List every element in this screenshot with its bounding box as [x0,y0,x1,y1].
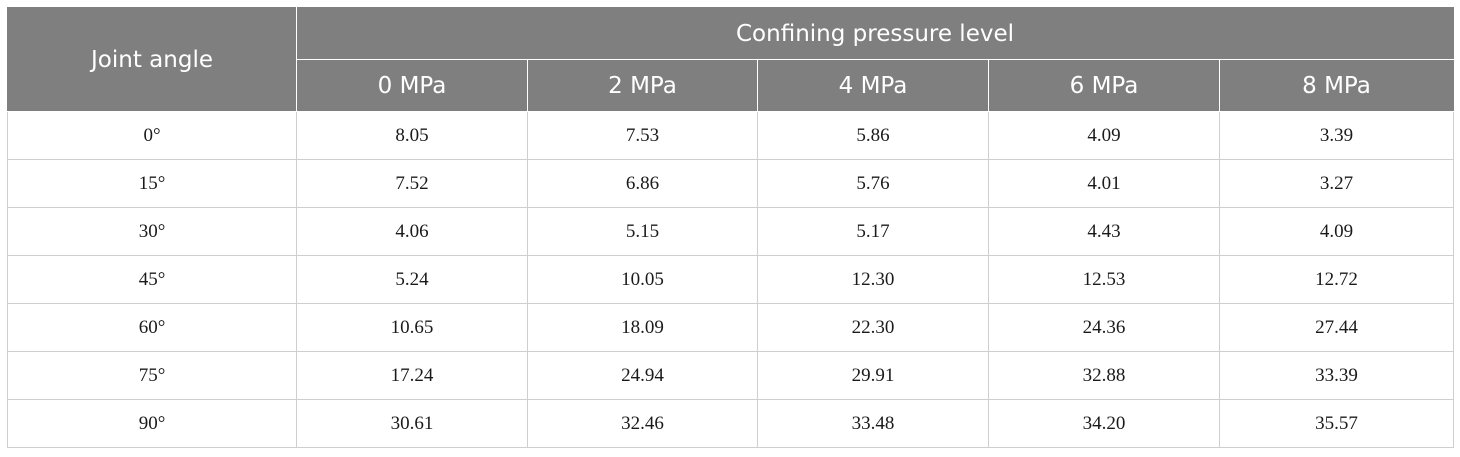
table-row: 15° 7.52 6.86 5.76 4.01 3.27 [7,159,1455,208]
column-header: 6 MPa [988,59,1220,112]
table-row: 45° 5.24 10.05 12.30 12.53 12.72 [7,255,1455,304]
value-cell: 32.88 [988,351,1220,400]
value-cell: 33.48 [757,399,989,448]
value-cell: 5.86 [757,111,989,160]
value-cell: 24.36 [988,303,1220,352]
value-cell: 4.43 [988,207,1220,256]
column-header: 0 MPa [296,59,528,112]
value-cell: 5.24 [296,255,528,304]
table-row: 75° 17.24 24.94 29.91 32.88 33.39 [7,351,1455,400]
value-cell: 34.20 [988,399,1220,448]
value-cell: 29.91 [757,351,989,400]
table-header: Joint angle Confining pressure level 0 M… [7,7,1455,112]
value-cell: 33.39 [1218,351,1455,400]
confining-pressure-header: Confining pressure level [295,7,1455,60]
column-header: 8 MPa [1218,59,1455,112]
value-cell: 8.05 [296,111,528,160]
value-cell: 6.86 [527,159,758,208]
value-cell: 4.09 [1218,207,1455,256]
value-cell: 5.76 [757,159,989,208]
row-angle-cell: 75° [7,351,297,400]
row-angle-cell: 15° [7,159,297,208]
value-cell: 30.61 [296,399,528,448]
value-cell: 18.09 [527,303,758,352]
row-angle-cell: 60° [7,303,297,352]
table-row: 90° 30.61 32.46 33.48 34.20 35.57 [7,399,1455,448]
value-cell: 7.52 [296,159,528,208]
value-cell: 4.09 [988,111,1220,160]
value-cell: 32.46 [527,399,758,448]
value-cell: 7.53 [527,111,758,160]
data-table: Joint angle Confining pressure level 0 M… [7,7,1455,448]
table-body: 0° 8.05 7.53 5.86 4.09 3.39 15° 7.52 6.8… [7,111,1455,448]
value-cell: 10.05 [527,255,758,304]
table-row: 30° 4.06 5.15 5.17 4.43 4.09 [7,207,1455,256]
row-angle-cell: 90° [7,399,297,448]
row-angle-cell: 0° [7,111,297,160]
table-row: 60° 10.65 18.09 22.30 24.36 27.44 [7,303,1455,352]
value-cell: 12.72 [1218,255,1455,304]
value-cell: 4.01 [988,159,1220,208]
value-cell: 3.27 [1218,159,1455,208]
value-cell: 27.44 [1218,303,1455,352]
value-cell: 12.53 [988,255,1220,304]
value-cell: 22.30 [757,303,989,352]
value-cell: 5.15 [527,207,758,256]
value-cell: 24.94 [527,351,758,400]
column-header: 2 MPa [527,59,758,112]
value-cell: 17.24 [296,351,528,400]
table-row: 0° 8.05 7.53 5.86 4.09 3.39 [7,111,1455,160]
joint-angle-header: Joint angle [7,7,297,112]
header-row-columns: 0 MPa 2 MPa 4 MPa 6 MPa 8 MPa [8,59,1455,112]
header-row-group: Joint angle Confining pressure level [7,7,1455,112]
row-angle-cell: 45° [7,255,297,304]
value-cell: 10.65 [296,303,528,352]
value-cell: 4.06 [296,207,528,256]
row-angle-cell: 30° [7,207,297,256]
value-cell: 35.57 [1218,399,1455,448]
value-cell: 12.30 [757,255,989,304]
value-cell: 5.17 [757,207,989,256]
value-cell: 3.39 [1218,111,1455,160]
column-header: 4 MPa [757,59,989,112]
